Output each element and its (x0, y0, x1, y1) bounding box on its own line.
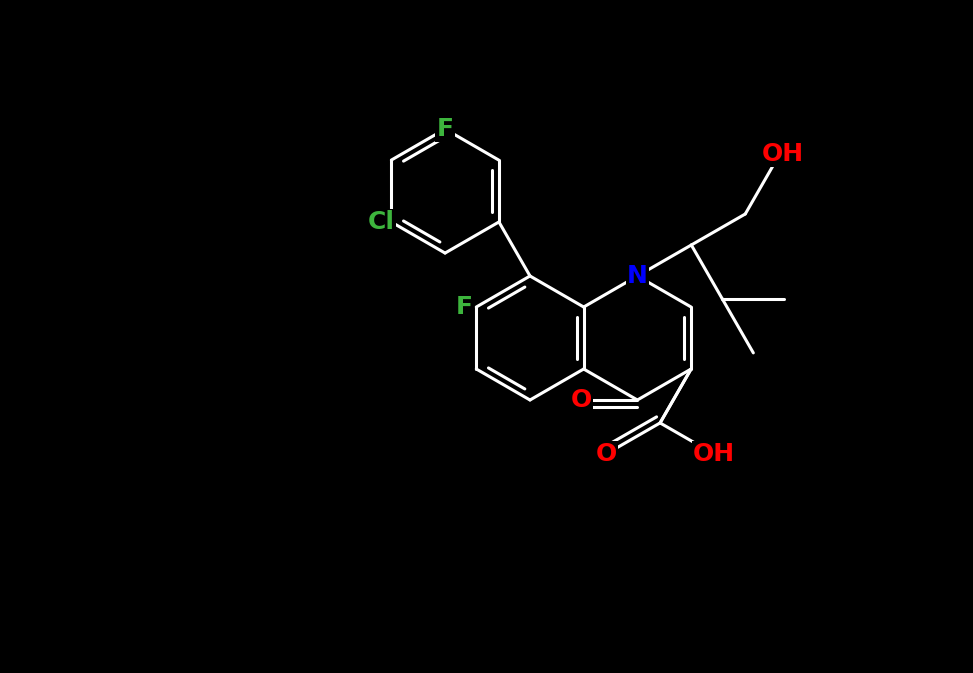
Text: O: O (571, 388, 593, 412)
Text: OH: OH (693, 442, 735, 466)
Text: OH: OH (762, 142, 804, 166)
Text: O: O (595, 442, 617, 466)
Text: F: F (437, 117, 453, 141)
Text: Cl: Cl (368, 210, 395, 234)
Text: N: N (627, 264, 648, 288)
Text: F: F (455, 295, 473, 319)
